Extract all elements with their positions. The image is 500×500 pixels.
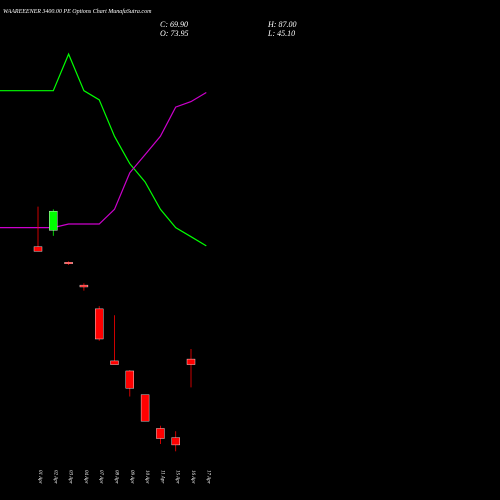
x-tick-label: 16 Apr [190, 470, 195, 484]
open-value: O: 73.95 [160, 29, 189, 38]
candle-body-7 [125, 370, 135, 389]
x-tick-label: 07 Apr [98, 470, 103, 484]
x-tick-label: 09 Apr [129, 470, 134, 484]
x-tick-label: 11 Apr [159, 470, 164, 483]
candle-body-8 [140, 394, 150, 422]
x-tick-label: 01 Apr [37, 470, 42, 484]
close-value: C: 69.90 [160, 20, 188, 29]
series-line-1 [0, 52, 207, 247]
low-value: L: 45.10 [268, 29, 296, 38]
x-tick-label: 04 Apr [83, 470, 88, 484]
candle-body-10 [171, 437, 180, 446]
candle-body-1 [33, 246, 43, 252]
candle-body-5 [94, 308, 104, 340]
x-tick-label: 08 Apr [114, 470, 119, 484]
series-line-2 [0, 91, 207, 229]
candle-body-4 [79, 284, 89, 288]
chart-title: WAAREEENER 3400.00 PE Options Chart Muna… [3, 9, 152, 15]
candle-body-11 [186, 358, 196, 365]
candle-body-6 [110, 360, 119, 365]
candle-body-3 [64, 262, 73, 265]
x-tick-label: 17 Apr [205, 470, 210, 484]
x-tick-label: 10 Apr [144, 470, 149, 484]
high-value: H: 87.00 [268, 20, 297, 29]
candle-body-9 [156, 428, 165, 439]
x-tick-label: 02 Apr [52, 470, 57, 484]
x-tick-label: 15 Apr [175, 470, 180, 484]
candle-body-2 [49, 210, 58, 231]
x-tick-label: 03 Apr [68, 470, 73, 484]
